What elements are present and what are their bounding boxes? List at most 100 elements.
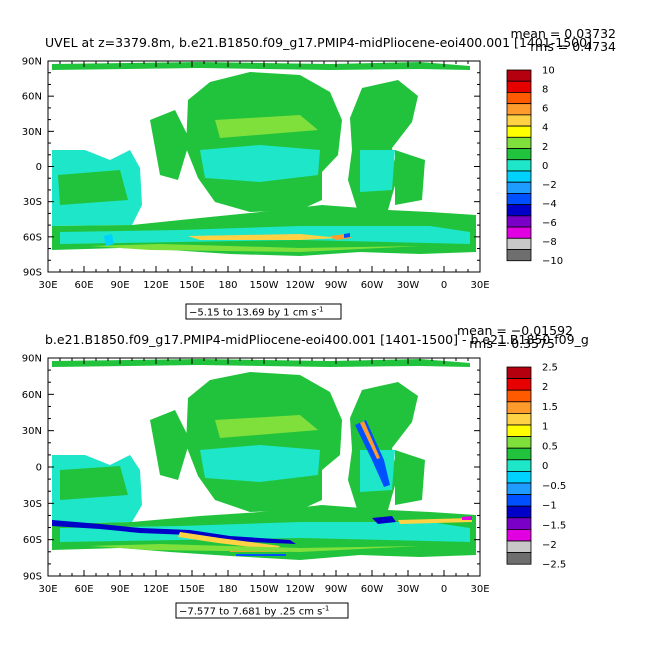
x-tick-label: 150E bbox=[179, 584, 204, 595]
panel-2-colorbar: 2.5 2 1.5 1 0.5 0 −0.5 −1 −1.5 −2 −2.5 bbox=[506, 363, 566, 571]
panel-1-axes: 30E 60E 90E 120E 150E 180 150W 120W 90W 60W 30W 0 30… bbox=[22, 57, 490, 292]
y-tick-label: 90N bbox=[22, 354, 42, 365]
colorbar-swatch bbox=[506, 193, 532, 206]
colorbar-label: 1.5 bbox=[542, 402, 558, 413]
field-region bbox=[215, 415, 318, 438]
colorbar-swatch bbox=[506, 412, 532, 426]
field-region bbox=[150, 110, 190, 180]
colorbar-label: −0.5 bbox=[542, 481, 566, 492]
colorbar-label: 4 bbox=[542, 123, 548, 134]
panel-2-field bbox=[52, 359, 476, 560]
colorbar-swatch bbox=[506, 125, 532, 138]
panel-1: UVEL at z=3379.8m, b.e21.B1850.f09_g17.P… bbox=[22, 26, 616, 320]
colorbar-label: −8 bbox=[542, 237, 557, 248]
field-region bbox=[398, 518, 472, 524]
x-tick-label: 0 bbox=[441, 584, 447, 595]
x-tick-label: 120W bbox=[286, 280, 315, 291]
x-tick-label: 90E bbox=[110, 280, 129, 291]
colorbar-label: 2 bbox=[542, 142, 548, 153]
x-tick-label: 30E bbox=[38, 584, 57, 595]
x-tick-label: 90E bbox=[110, 584, 129, 595]
field-region bbox=[60, 466, 128, 500]
x-tick-label: 30W bbox=[397, 584, 420, 595]
field-region bbox=[200, 445, 320, 482]
colorbar-swatch bbox=[506, 552, 532, 565]
x-tick-label: 30E bbox=[470, 280, 489, 291]
x-tick-label: 180 bbox=[218, 280, 237, 291]
colorbar-swatch bbox=[506, 424, 532, 438]
field-region bbox=[186, 72, 342, 212]
colorbar-swatch bbox=[506, 170, 532, 183]
colorbar-swatch bbox=[506, 459, 532, 472]
panel-1-mean: mean = 0.03732 bbox=[510, 26, 616, 41]
panel-1-field bbox=[52, 62, 476, 256]
colorbar-label: −4 bbox=[542, 199, 557, 210]
x-tick-label: 150W bbox=[250, 280, 279, 291]
field-region bbox=[52, 520, 296, 544]
colorbar-swatch bbox=[506, 529, 532, 542]
x-tick-label: 120E bbox=[143, 584, 168, 595]
x-tick-label: 30E bbox=[470, 584, 489, 595]
panel-2-title: b.e21.B1850.f09_g17.PMIP4-midPliocene-eo… bbox=[45, 332, 589, 347]
colorbar-swatch bbox=[506, 389, 532, 403]
y-tick-label: 30S bbox=[23, 499, 42, 510]
colorbar-swatch bbox=[506, 505, 532, 519]
panel-2-range-text: −7.577 to 7.681 by .25 cm s-1 bbox=[179, 605, 329, 618]
field-region bbox=[360, 421, 380, 459]
y-tick-label: 90S bbox=[23, 268, 42, 279]
colorbar-swatch bbox=[506, 204, 532, 217]
colorbar-label: −2.5 bbox=[542, 560, 566, 571]
colorbar-swatch bbox=[506, 540, 532, 554]
panel-1-rms: rms = 0.4734 bbox=[530, 39, 616, 54]
colorbar-swatch bbox=[506, 69, 532, 82]
colorbar-label: −1 bbox=[542, 501, 557, 512]
colorbar-label: 2.5 bbox=[542, 363, 558, 374]
y-tick-label: 60S bbox=[23, 535, 42, 546]
y-tick-label: 30N bbox=[22, 127, 42, 138]
x-tick-label: 30E bbox=[38, 280, 57, 291]
colorbar-swatch bbox=[506, 470, 532, 484]
y-tick-label: 60S bbox=[23, 232, 42, 243]
field-region bbox=[215, 115, 318, 138]
x-tick-label: 180 bbox=[218, 584, 237, 595]
panel-2-mean: mean = −0.01592 bbox=[457, 323, 573, 338]
colorbar-label: −10 bbox=[542, 256, 563, 267]
colorbar-swatch bbox=[506, 136, 532, 149]
colorbar-swatch bbox=[506, 80, 532, 93]
colorbar-swatch bbox=[506, 436, 532, 449]
y-tick-label: 30S bbox=[23, 197, 42, 208]
panel-2-rms: rms = 0.3575 bbox=[469, 336, 555, 351]
colorbar-swatch bbox=[506, 494, 532, 507]
colorbar-swatch bbox=[506, 215, 532, 228]
field-region bbox=[104, 234, 114, 246]
colorbar-label: −2 bbox=[542, 180, 557, 191]
field-region bbox=[200, 145, 320, 182]
field-region bbox=[372, 516, 396, 524]
x-tick-label: 150W bbox=[250, 584, 279, 595]
field-region bbox=[90, 544, 420, 552]
field-region bbox=[360, 150, 395, 192]
colorbar-swatch bbox=[506, 181, 532, 194]
field-region bbox=[52, 359, 470, 367]
x-tick-label: 60W bbox=[361, 280, 384, 291]
colorbar-label: 0.5 bbox=[542, 441, 558, 452]
panel-1-title: UVEL at z=3379.8m, b.e21.B1850.f09_g17.P… bbox=[45, 35, 592, 50]
x-tick-label: 0 bbox=[441, 280, 447, 291]
field-region bbox=[344, 233, 350, 238]
y-tick-label: 30N bbox=[22, 426, 42, 437]
colorbar-swatch bbox=[506, 249, 532, 262]
panel-1-range-box: −5.15 to 13.69 by 1 cm s-1 bbox=[185, 303, 342, 320]
field-region bbox=[188, 234, 340, 240]
panel-2: b.e21.B1850.f09_g17.PMIP4-midPliocene-eo… bbox=[22, 323, 589, 619]
colorbar-label: 1 bbox=[542, 422, 548, 433]
colorbar-label: −2 bbox=[542, 540, 557, 551]
colorbar-label: 0 bbox=[542, 461, 548, 472]
y-tick-label: 0 bbox=[36, 463, 42, 474]
colorbar-swatch bbox=[506, 447, 532, 461]
colorbar-swatch bbox=[506, 378, 532, 391]
colorbar-swatch bbox=[506, 401, 532, 414]
x-tick-label: 90W bbox=[325, 280, 348, 291]
colorbar-swatch bbox=[506, 366, 532, 380]
y-tick-label: 60N bbox=[22, 390, 42, 401]
field-region bbox=[395, 450, 425, 505]
